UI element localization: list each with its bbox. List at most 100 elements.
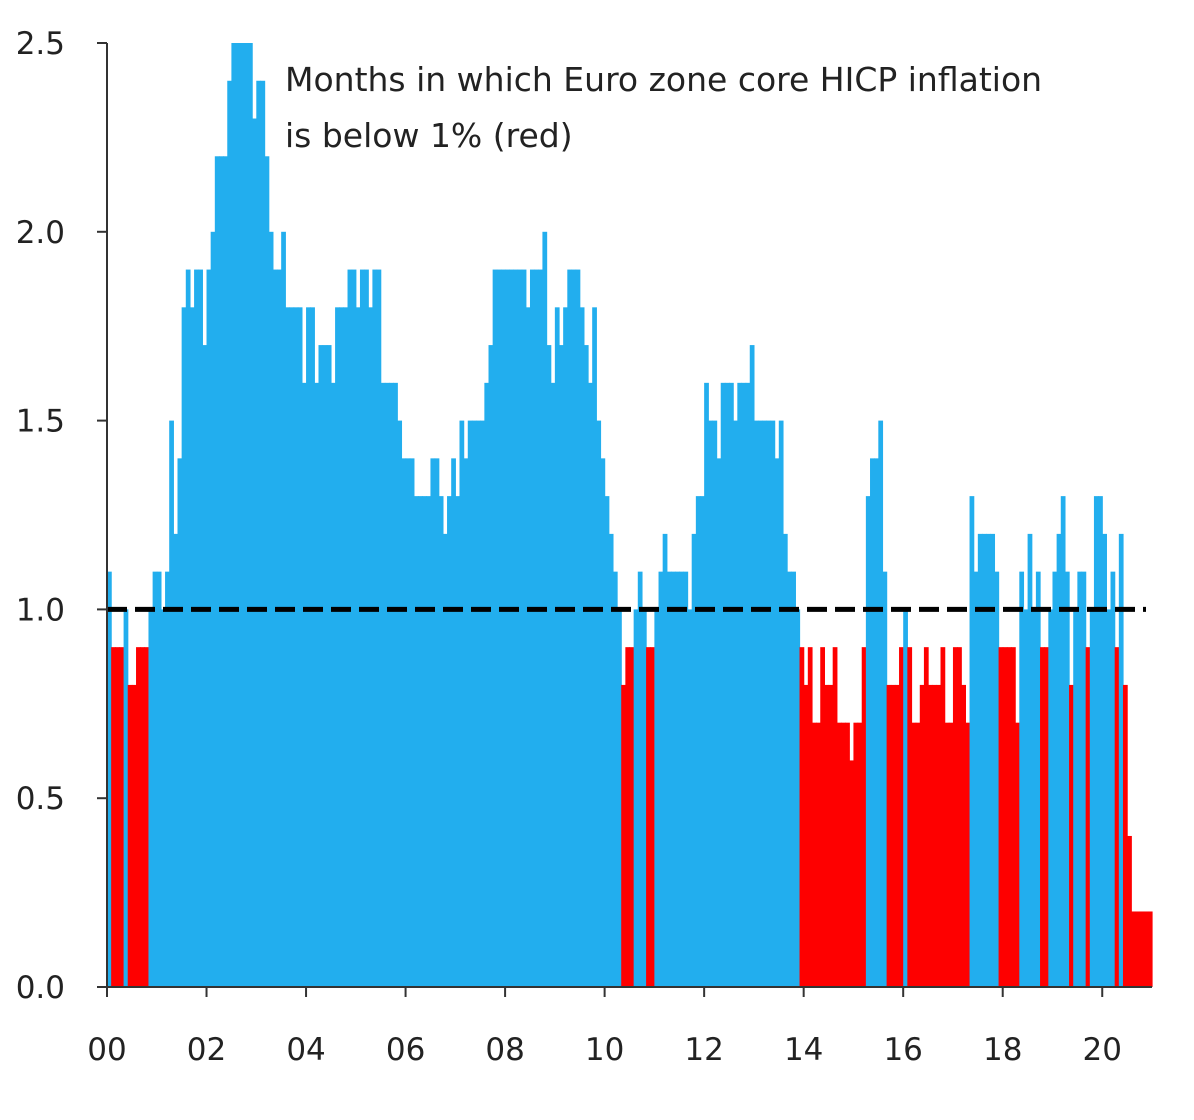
bar xyxy=(388,382,394,988)
bar xyxy=(546,345,552,988)
bar xyxy=(791,571,796,987)
bar xyxy=(550,382,556,988)
bar xyxy=(1006,647,1012,987)
bar xyxy=(994,571,1000,987)
bar xyxy=(1069,684,1074,987)
bar xyxy=(306,307,311,987)
bar xyxy=(247,43,253,987)
bar xyxy=(782,533,788,987)
bar xyxy=(268,231,274,988)
bar xyxy=(849,760,855,987)
bar xyxy=(936,684,942,987)
bar xyxy=(724,382,730,988)
bar xyxy=(1118,533,1124,987)
bar xyxy=(484,382,490,988)
bar xyxy=(115,647,121,987)
bar xyxy=(1089,609,1095,987)
bar xyxy=(563,307,568,987)
bar xyxy=(886,684,892,987)
bar xyxy=(803,684,809,987)
bar xyxy=(301,382,307,988)
bar xyxy=(1040,647,1045,987)
x-tick-label: 08 xyxy=(485,1032,524,1068)
bar xyxy=(467,420,473,988)
bar xyxy=(621,684,626,987)
bar xyxy=(1085,647,1091,987)
bar xyxy=(1131,911,1137,987)
bar xyxy=(554,307,560,987)
bar xyxy=(426,496,432,987)
bar xyxy=(194,269,199,987)
bar xyxy=(177,458,183,987)
bar xyxy=(339,307,344,987)
y-tick-label: 1.0 xyxy=(16,592,65,628)
y-tick-label: 1.5 xyxy=(16,404,65,440)
bar xyxy=(156,571,162,987)
bar xyxy=(277,269,282,987)
x-tick-label: 00 xyxy=(87,1032,126,1068)
bar xyxy=(314,382,320,988)
bar xyxy=(1035,571,1041,987)
bar xyxy=(1114,647,1120,987)
bar xyxy=(409,458,415,987)
bar xyxy=(633,609,639,987)
bar xyxy=(811,722,817,987)
x-tick-label: 16 xyxy=(883,1032,922,1068)
bar xyxy=(932,684,937,987)
bar xyxy=(330,382,336,988)
bar xyxy=(608,533,614,987)
bar xyxy=(712,420,718,988)
bar xyxy=(820,647,825,987)
bar xyxy=(617,609,622,987)
bar xyxy=(111,647,116,987)
bar xyxy=(496,269,502,987)
bar xyxy=(231,43,237,987)
bar xyxy=(488,345,494,988)
bar xyxy=(430,458,436,987)
chart-title-line-1: Months in which Euro zone core HICP infl… xyxy=(285,60,1042,99)
bar xyxy=(471,420,477,988)
bar xyxy=(169,420,174,988)
bar xyxy=(1064,571,1070,987)
bar xyxy=(870,458,875,987)
bar xyxy=(940,647,946,987)
bar xyxy=(948,722,954,987)
bar xyxy=(745,382,751,988)
bar xyxy=(384,382,390,988)
bar xyxy=(762,420,767,988)
bar xyxy=(894,684,900,987)
bar xyxy=(662,533,668,987)
bar xyxy=(123,609,129,987)
y-tick-label: 2.0 xyxy=(16,215,65,251)
bar xyxy=(911,722,917,987)
bar xyxy=(774,458,780,987)
bar xyxy=(695,496,701,987)
bar xyxy=(393,382,398,988)
bar xyxy=(293,307,299,987)
bar xyxy=(1143,911,1149,987)
bar xyxy=(1139,911,1145,987)
bar xyxy=(218,156,224,987)
bar xyxy=(136,647,141,987)
bar xyxy=(509,269,514,987)
bar xyxy=(198,269,203,987)
bar xyxy=(181,307,187,987)
bar xyxy=(675,571,680,987)
bar xyxy=(915,722,921,987)
bar xyxy=(758,420,763,988)
bar xyxy=(1002,647,1008,987)
x-tick-label: 04 xyxy=(286,1032,325,1068)
bar xyxy=(1023,609,1029,987)
bar xyxy=(405,458,411,987)
bar xyxy=(878,420,884,988)
bar xyxy=(981,533,987,987)
bar xyxy=(592,307,597,987)
bar xyxy=(650,647,655,987)
x-tick-label: 18 xyxy=(983,1032,1022,1068)
bar xyxy=(455,496,461,987)
bar xyxy=(152,571,158,987)
bar xyxy=(264,156,270,987)
chart-title-line-2: is below 1% (red) xyxy=(285,116,573,155)
bar xyxy=(372,269,378,987)
